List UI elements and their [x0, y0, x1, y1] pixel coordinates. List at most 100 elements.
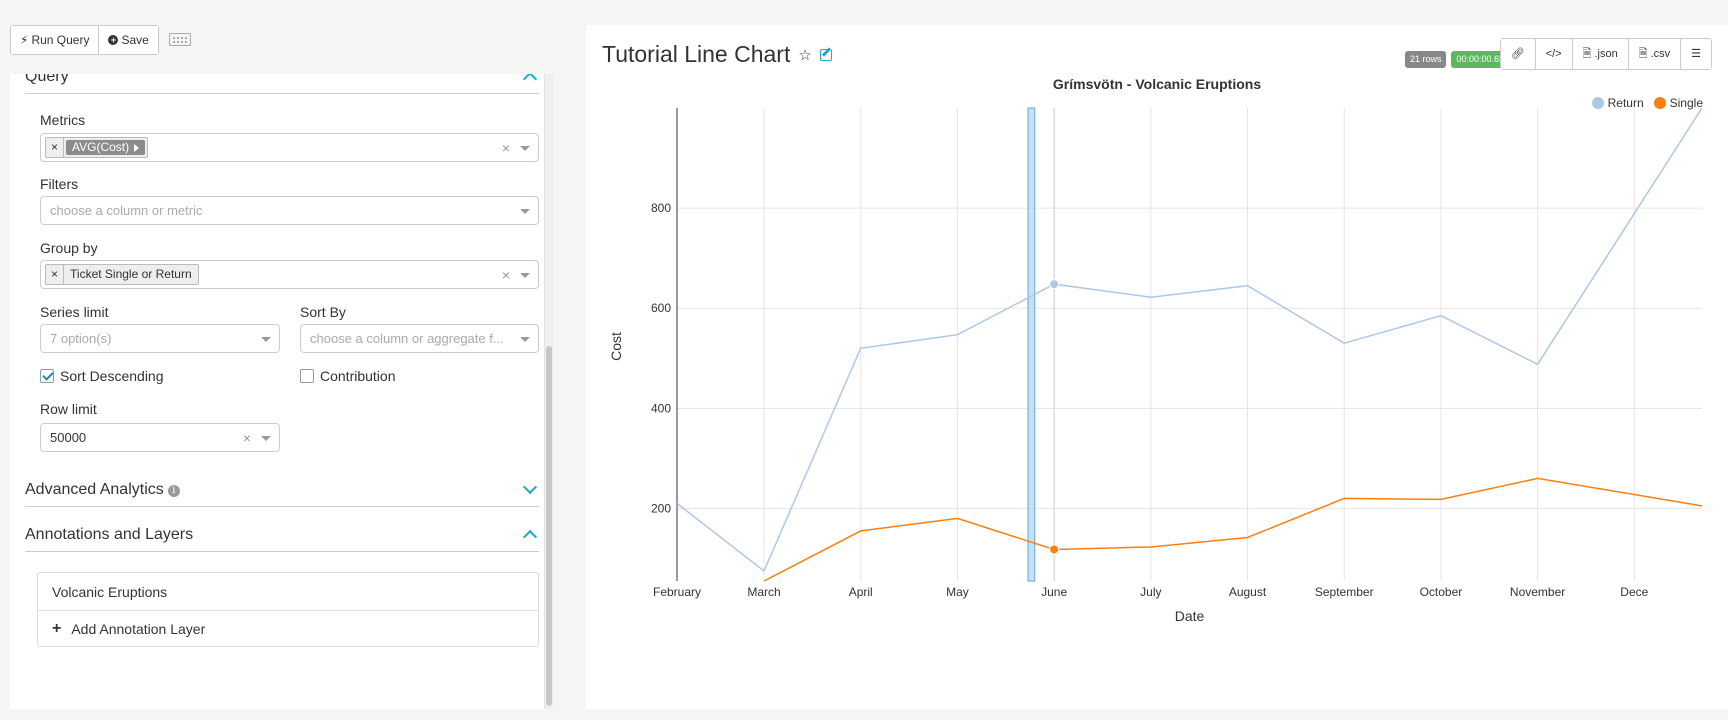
- row-count-badge: 21 rows: [1404, 51, 1447, 68]
- y-tick-label: 400: [651, 401, 671, 415]
- save-label: Save: [121, 33, 149, 47]
- panel-scrollbar-thumb[interactable]: [546, 346, 552, 706]
- export-csv-button[interactable]: 🗎︎ .csv: [1627, 39, 1681, 69]
- metrics-select[interactable]: × AVG(Cost) ×: [40, 133, 539, 162]
- caret-right-icon: [134, 143, 140, 152]
- annotations-section-title: Annotations and Layers: [25, 526, 194, 543]
- chevron-down-icon[interactable]: [261, 436, 271, 441]
- embed-code-button[interactable]: </>: [1534, 39, 1572, 69]
- query-toolbar: ⚡︎ Run Query + Save: [10, 25, 191, 55]
- checkbox-empty-icon[interactable]: [300, 369, 314, 383]
- sort-descending-checkbox[interactable]: Sort Descending: [40, 368, 164, 384]
- remove-groupby-icon[interactable]: ×: [46, 265, 65, 284]
- group-by-select[interactable]: × Ticket Single or Return ×: [40, 260, 539, 289]
- contribution-checkbox[interactable]: Contribution: [300, 368, 396, 384]
- panel-scrollbar[interactable]: [544, 74, 553, 709]
- csv-label: .csv: [1650, 48, 1671, 60]
- chevron-down-icon[interactable]: [520, 146, 530, 151]
- annotation-layer-name: Volcanic Eruptions: [52, 583, 168, 600]
- add-annotation-layer-label: Add Annotation Layer: [71, 621, 206, 637]
- file-icon: 🗎︎: [1582, 48, 1592, 60]
- keyboard-icon[interactable]: [168, 33, 191, 46]
- series-limit-select[interactable]: 7 option(s): [40, 324, 280, 353]
- chevron-up-icon[interactable]: [522, 74, 538, 87]
- run-query-label: Run Query: [31, 33, 90, 47]
- control-panel: Query Metrics × AVG(Cost) × Filters choo…: [10, 74, 553, 709]
- chevron-down-icon[interactable]: [520, 337, 530, 342]
- metrics-label: Metrics: [40, 112, 86, 128]
- menu-button[interactable]: ☰: [1680, 39, 1711, 69]
- advanced-analytics-header[interactable]: Advanced Analytics i: [25, 479, 539, 507]
- x-tick-label: March: [747, 585, 780, 599]
- group-by-tag: × Ticket Single or Return: [45, 264, 199, 285]
- series-line-return: [677, 108, 1702, 573]
- chart-title-row: Tutorial Line Chart ☆: [602, 41, 832, 68]
- clear-row-limit-icon[interactable]: ×: [242, 430, 251, 446]
- query-badges: 21 rows 00:00:00.65: [1404, 51, 1509, 68]
- chevron-down-icon[interactable]: [520, 273, 530, 278]
- annotations-section-header[interactable]: Annotations and Layers: [25, 526, 539, 552]
- info-icon[interactable]: i: [167, 485, 180, 497]
- x-tick-label: Dece: [1620, 585, 1648, 599]
- annotation-layer-item[interactable]: Volcanic Eruptions: [38, 573, 538, 610]
- metric-tag-label[interactable]: AVG(Cost): [66, 140, 146, 155]
- hover-point-single: [1049, 544, 1060, 555]
- annotation-band: [1027, 107, 1036, 582]
- x-tick-label: February: [653, 585, 701, 599]
- save-button[interactable]: + Save: [98, 26, 158, 54]
- export-json-button[interactable]: 🗎︎ .json: [1571, 39, 1628, 69]
- x-tick-label: April: [849, 585, 873, 599]
- hamburger-icon: ☰: [1691, 48, 1701, 60]
- query-time-badge: 00:00:00.65: [1451, 51, 1509, 68]
- x-tick-label: August: [1229, 585, 1267, 599]
- sort-by-placeholder: choose a column or aggregate f...: [310, 331, 504, 346]
- checkbox-checked-icon[interactable]: [40, 369, 54, 383]
- metric-tag-text: AVG(Cost): [72, 140, 130, 154]
- chevron-down-icon[interactable]: [261, 337, 271, 342]
- run-query-button[interactable]: ⚡︎ Run Query: [11, 26, 99, 54]
- add-annotation-layer-button[interactable]: + Add Annotation Layer: [38, 610, 538, 647]
- query-section-header[interactable]: Query: [25, 74, 539, 94]
- clear-metrics-icon[interactable]: ×: [501, 140, 510, 156]
- chevron-down-icon[interactable]: [520, 209, 530, 214]
- y-axis-title: Cost: [608, 332, 624, 361]
- sort-by-select[interactable]: choose a column or aggregate f...: [300, 324, 539, 353]
- chart-panel: Tutorial Line Chart ☆ 21 rows 00:00:00.6…: [586, 25, 1728, 709]
- link-icon: 🔗︎: [1510, 48, 1525, 60]
- x-axis-title: Date: [1175, 608, 1205, 624]
- chart-title: Tutorial Line Chart: [602, 41, 791, 67]
- legend-dot-icon: [1591, 97, 1604, 109]
- y-tick-label: 600: [651, 301, 671, 315]
- filters-placeholder: choose a column or metric: [50, 203, 203, 218]
- legend-item-single[interactable]: Single: [1653, 96, 1703, 110]
- star-icon[interactable]: ☆: [798, 46, 812, 64]
- chevron-up-icon[interactable]: [522, 529, 538, 545]
- chart-actions: 🔗︎ </> 🗎︎ .json 🗎︎ .csv ☰: [1499, 38, 1712, 70]
- code-icon: </>: [1545, 48, 1562, 60]
- clear-groupby-icon[interactable]: ×: [501, 267, 510, 283]
- plus-icon: +: [52, 620, 62, 637]
- annotation-layers-list: Volcanic Eruptions + Add Annotation Laye…: [37, 572, 539, 647]
- query-section-title: Query: [25, 74, 69, 85]
- x-tick-label: May: [946, 585, 969, 599]
- link-button[interactable]: 🔗︎: [1500, 39, 1535, 69]
- series-line-single: [763, 477, 1702, 581]
- plus-circle-icon: +: [108, 35, 119, 45]
- chevron-down-icon[interactable]: [522, 479, 538, 495]
- x-tick-label: October: [1420, 585, 1463, 599]
- sort-by-label: Sort By: [300, 304, 346, 320]
- legend-dot-icon: [1653, 97, 1666, 109]
- line-chart[interactable]: 200 400 600 800 February March April May June Jul…: [586, 25, 1728, 709]
- filters-label: Filters: [40, 176, 79, 192]
- y-tick-label: 800: [651, 201, 671, 215]
- filters-select[interactable]: choose a column or metric: [40, 196, 539, 225]
- group-by-tag-label[interactable]: Ticket Single or Return: [70, 267, 192, 281]
- series-limit-placeholder: 7 option(s): [50, 331, 112, 346]
- series-limit-label: Series limit: [40, 304, 109, 320]
- legend-item-return[interactable]: Return: [1591, 96, 1644, 110]
- row-limit-select[interactable]: 50000 ×: [40, 423, 280, 452]
- remove-metric-icon[interactable]: ×: [46, 138, 65, 157]
- edit-icon[interactable]: [819, 48, 832, 61]
- x-tick-label: November: [1510, 585, 1565, 599]
- query-button-group: ⚡︎ Run Query + Save: [10, 25, 159, 55]
